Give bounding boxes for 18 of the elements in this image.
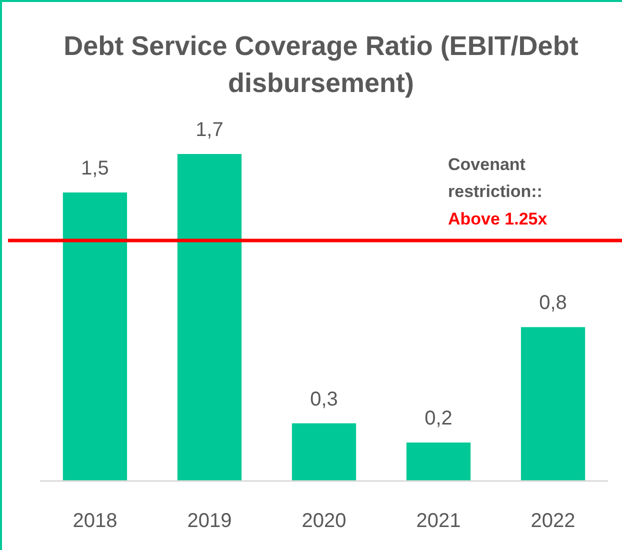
data-label: 1,7 [196,119,224,141]
bar [177,154,242,481]
data-label: 0,8 [539,292,567,314]
data-label: 1,5 [81,157,109,180]
x-tick-label: 2022 [530,510,576,532]
annotation: Covenant restriction:: [448,155,542,201]
bar [520,327,586,481]
ref-line-label: Above 1.25x [448,210,548,229]
x-tick-label: 2018 [72,510,118,532]
data-label: 0,2 [424,408,452,430]
x-tick-label: 2020 [302,510,346,532]
x-tick-label: 2021 [416,510,461,532]
data-label: 0,3 [310,388,338,410]
bar [62,192,128,481]
chart-title: Debt Service Coverage Ratio (EBIT/Debt disbursement) [64,31,578,98]
bar [292,423,356,481]
bar [406,442,471,481]
x-tick-label: 2019 [187,510,232,532]
